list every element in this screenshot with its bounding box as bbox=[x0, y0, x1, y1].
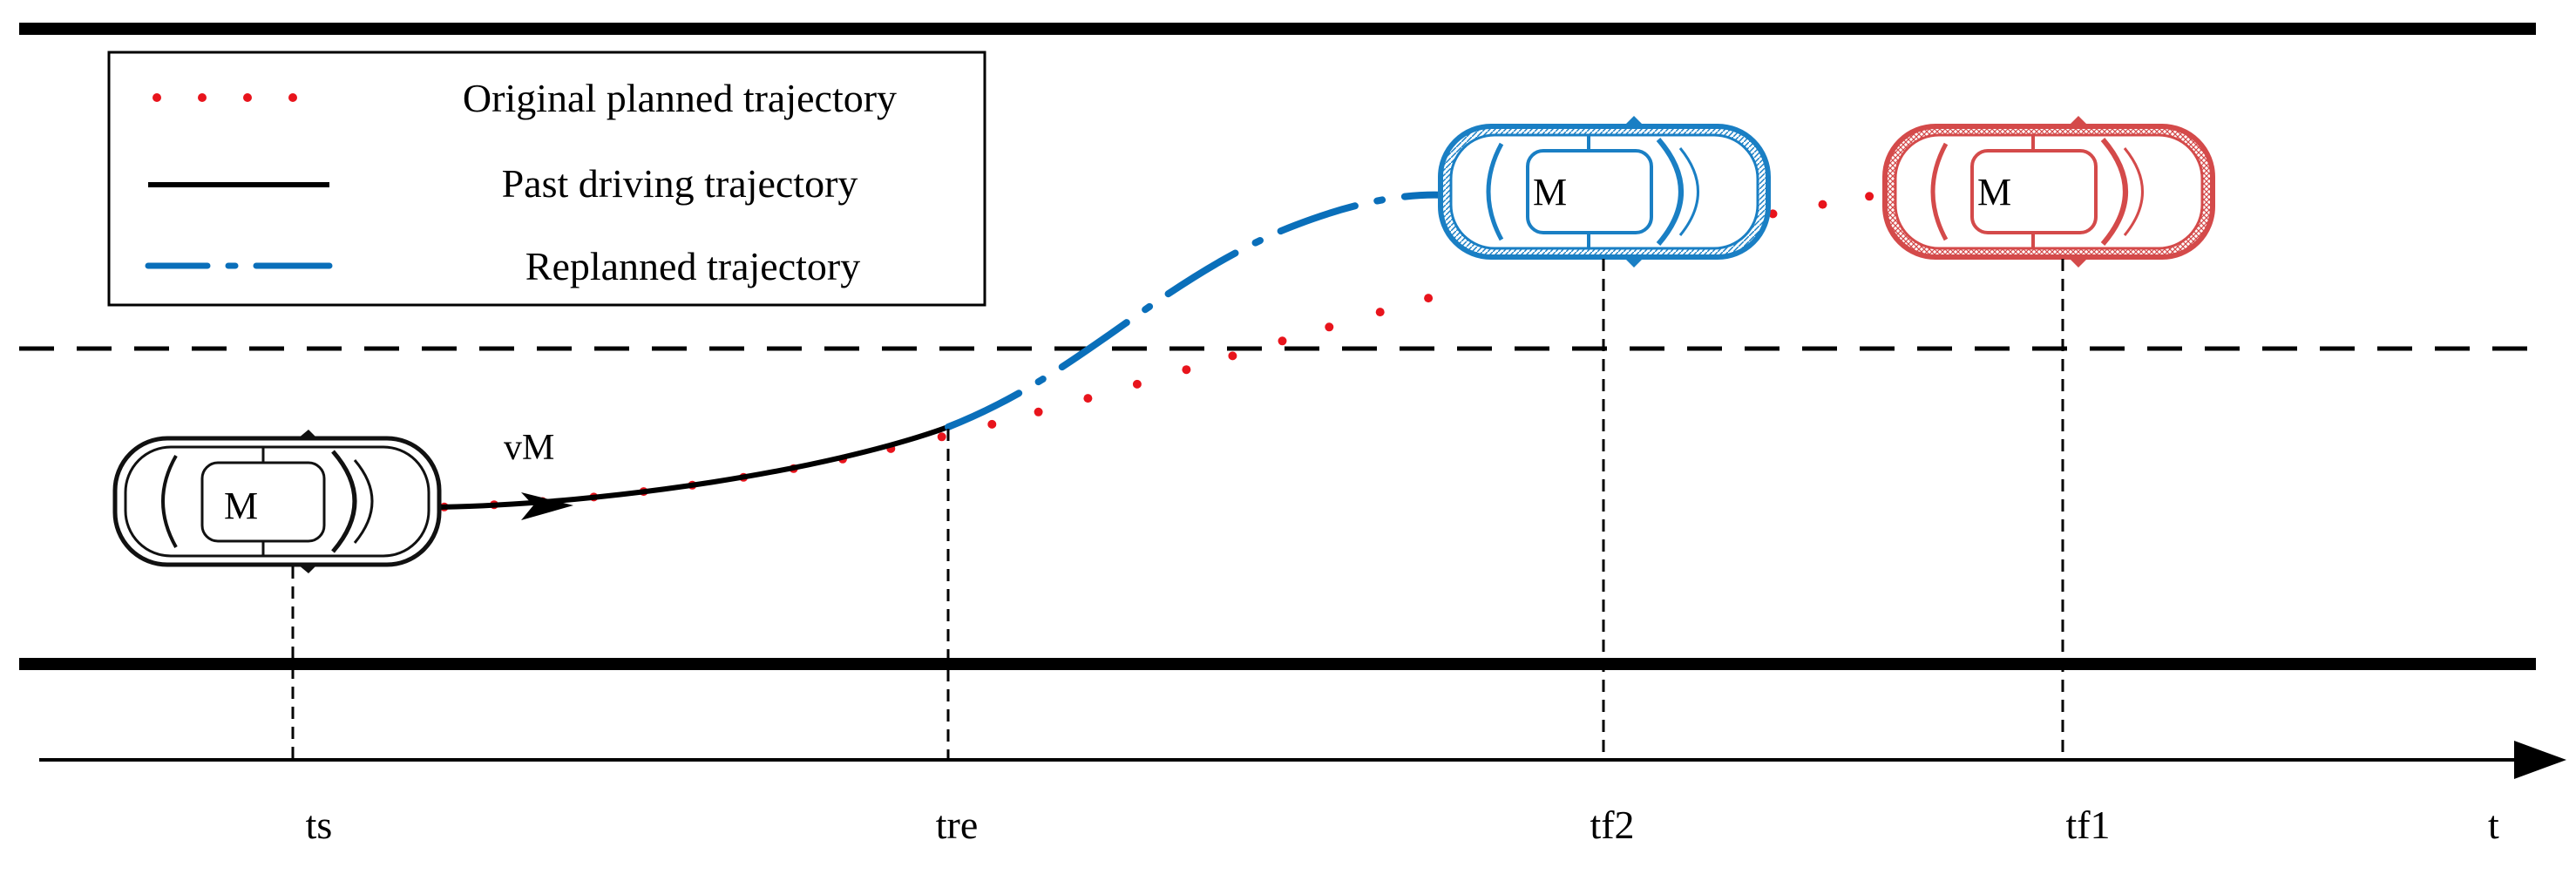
velocity-arrow bbox=[521, 492, 573, 520]
original-trajectory-dot bbox=[1034, 407, 1043, 417]
legend-label-past: Past driving trajectory bbox=[502, 161, 858, 206]
legend-label-original: Original planned trajectory bbox=[463, 76, 897, 120]
vehicle-start-label: M bbox=[224, 484, 258, 527]
vehicle-original-label: M bbox=[1977, 171, 2011, 213]
tick-label-tf1: tf1 bbox=[2065, 803, 2110, 847]
time-axis-arrowhead bbox=[2514, 741, 2566, 779]
tick-label-ts: ts bbox=[306, 803, 333, 847]
legend-swatch-original bbox=[153, 93, 297, 102]
original-trajectory-dot bbox=[1818, 200, 1827, 209]
original-trajectory-dot bbox=[1132, 379, 1142, 389]
vehicle-replanned-final: M bbox=[1438, 116, 1771, 268]
time-markers bbox=[291, 259, 2064, 760]
original-trajectory-dot bbox=[937, 432, 946, 442]
original-trajectory-dot bbox=[1768, 209, 1778, 219]
vehicle-original-final: M bbox=[1882, 116, 2215, 268]
tick-label-tf2: tf2 bbox=[1590, 803, 1634, 847]
vehicle-start: M bbox=[112, 430, 442, 573]
original-trajectory-dot bbox=[1375, 308, 1385, 317]
original-trajectory-dot bbox=[1182, 365, 1191, 375]
original-trajectory-dot bbox=[1228, 351, 1237, 361]
legend-box bbox=[107, 51, 986, 307]
original-trajectory-dot bbox=[1278, 336, 1287, 346]
velocity-label: vM bbox=[504, 428, 554, 468]
original-trajectory-dot bbox=[1424, 294, 1434, 303]
legend-label-replanned: Replanned trajectory bbox=[525, 244, 860, 288]
time-axis: t ts tre tf2 tf1 bbox=[39, 741, 2566, 847]
original-trajectory-dot bbox=[1325, 322, 1334, 332]
original-trajectory-dot bbox=[1083, 394, 1093, 403]
original-trajectory-dot bbox=[1865, 192, 1874, 201]
original-trajectory-dot bbox=[987, 419, 997, 429]
past-driving-trajectory bbox=[439, 424, 950, 510]
replanned-trajectory bbox=[945, 191, 1450, 430]
vehicle-replanned-label: M bbox=[1533, 171, 1567, 213]
time-axis-label: t bbox=[2488, 803, 2499, 847]
tick-label-tre: tre bbox=[936, 803, 979, 847]
legend: Original planned trajectory Past driving… bbox=[107, 51, 986, 307]
